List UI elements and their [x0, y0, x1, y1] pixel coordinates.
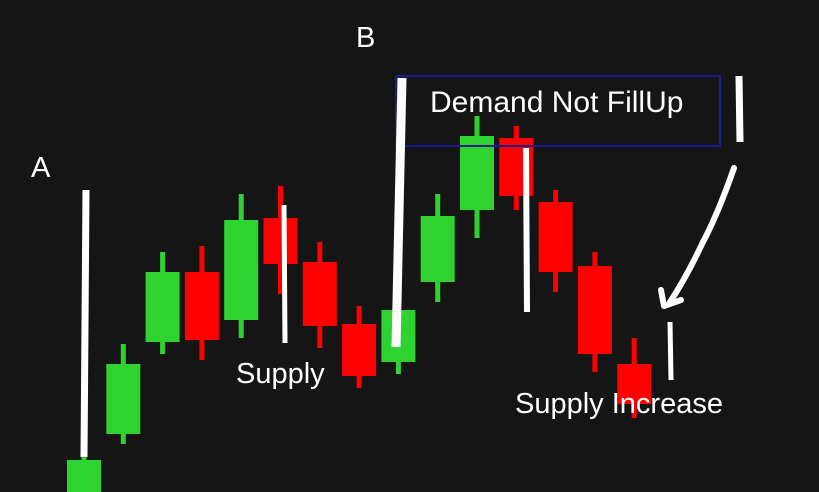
candle-1: [67, 450, 101, 492]
candle-body: [106, 364, 141, 434]
marker-line-supply-increase: [667, 321, 674, 381]
candle-body: [460, 136, 494, 210]
marker-line-supply: [281, 204, 288, 344]
candle-body: [420, 216, 455, 282]
label-supply-increase: Supply Increase: [515, 388, 723, 420]
candle-3: [145, 252, 180, 354]
marker-line-b: [391, 77, 407, 348]
candle-4: [184, 246, 219, 360]
candle-body: [617, 364, 652, 404]
curved-arrow: [658, 165, 737, 309]
label-supply: Supply: [236, 358, 325, 390]
marker-line-demand: [523, 147, 530, 313]
candle-13: [538, 190, 573, 292]
candle-6: [263, 186, 298, 294]
candle-body: [302, 262, 337, 326]
annotation-lines: [80, 75, 744, 458]
candle-5: [224, 194, 259, 338]
arrow-shaft: [667, 165, 737, 305]
candle-7: [302, 242, 337, 348]
candle-15: [617, 338, 652, 418]
marker-line-a: [80, 189, 90, 458]
candle-body: [342, 324, 377, 376]
candles-layer: [67, 116, 652, 492]
candle-body: [538, 202, 573, 272]
candle-body: [145, 272, 180, 342]
candle-body: [263, 218, 298, 264]
candle-body: [67, 460, 101, 492]
label-point-b: B: [356, 22, 376, 54]
label-point-a: A: [31, 152, 51, 184]
candle-2: [106, 344, 141, 444]
candle-8: [342, 306, 377, 388]
arrow-head: [658, 287, 684, 309]
candle-10: [420, 194, 455, 302]
demand-box-label: Demand Not FillUp: [430, 86, 684, 119]
candle-body: [184, 272, 219, 340]
candle-14: [577, 252, 612, 372]
marker-line-right-top: [735, 75, 744, 143]
candle-body: [224, 220, 259, 320]
candle-body: [577, 266, 612, 354]
demand-box: [395, 75, 721, 147]
candle-11: [460, 116, 494, 238]
